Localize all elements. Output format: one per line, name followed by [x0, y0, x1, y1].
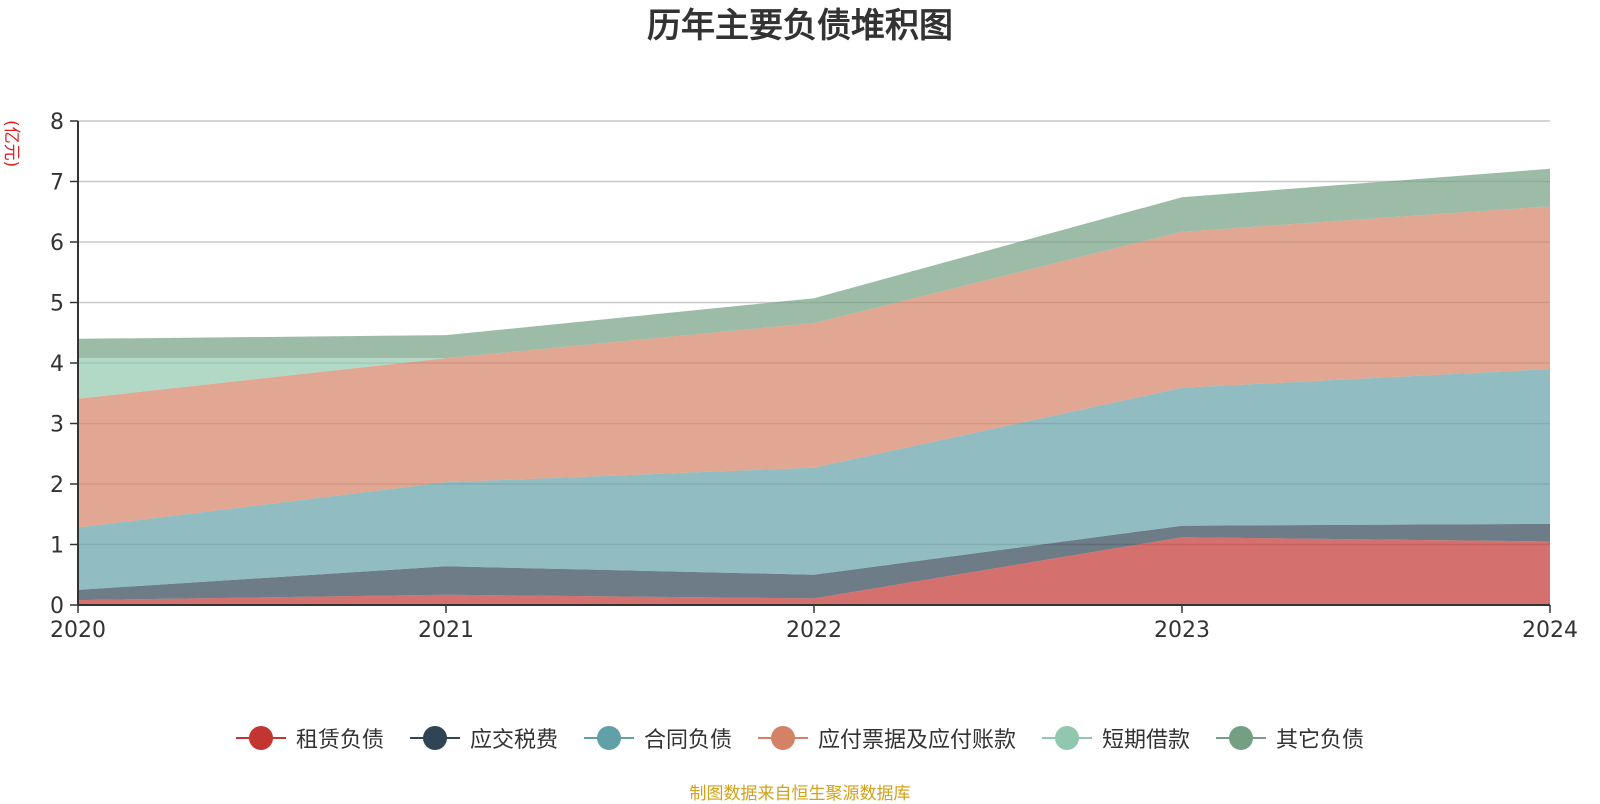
area-series-2[interactable]	[78, 369, 1550, 590]
legend-item-4[interactable]: 短期借款	[1042, 722, 1190, 754]
y-tick-label: 0	[50, 594, 64, 619]
y-tick-label: 2	[50, 473, 64, 498]
legend-marker-icon	[235, 725, 286, 751]
x-tick-label: 2024	[1522, 618, 1578, 643]
y-tick-label: 7	[50, 171, 64, 196]
x-tick-label: 2020	[50, 618, 106, 643]
x-tick-label: 2021	[418, 618, 474, 643]
area-series-5[interactable]	[78, 168, 1550, 359]
x-tick-label: 2023	[1154, 618, 1210, 643]
area-series-0[interactable]	[78, 537, 1550, 605]
y-tick-label: 6	[50, 231, 64, 256]
y-tick-label: 3	[50, 413, 64, 438]
legend-marker-icon	[758, 725, 808, 751]
legend-item-1[interactable]: 应交税费	[409, 722, 558, 754]
legend-label: 其它负债	[1276, 728, 1365, 753]
legend-marker-icon	[1216, 725, 1267, 751]
legend-marker-icon	[1042, 725, 1093, 751]
y-tick-label: 1	[50, 534, 64, 559]
y-tick-label: 8	[50, 110, 64, 135]
area-series-4[interactable]	[78, 206, 1550, 399]
legend-item-2[interactable]: 合同负债	[583, 722, 732, 754]
y-tick-label: 5	[50, 292, 64, 317]
legend-item-0[interactable]: 租赁负债	[235, 722, 384, 754]
legend-item-3[interactable]: 应付票据及应付账款	[758, 722, 1016, 754]
area-series-1[interactable]	[78, 523, 1550, 601]
source-note: 制图数据来自恒生聚源数据库	[689, 784, 911, 804]
area-series-layer	[78, 168, 1550, 605]
chart-title: 历年主要负债堆积图	[647, 6, 953, 46]
legend-marker-icon	[583, 725, 634, 751]
x-tick-label: 2022	[786, 618, 842, 643]
axes: 0 1 2 3 4 5 6 7 8 2020 2021 2022 2023 2024	[50, 110, 1578, 643]
legend-label: 应付票据及应付账款	[818, 728, 1017, 753]
legend-label: 合同负债	[643, 728, 732, 753]
y-tick-label: 4	[50, 352, 64, 377]
legend-label: 应交税费	[469, 728, 558, 753]
legend-item-5[interactable]: 其它负债	[1216, 722, 1364, 754]
area-series-3[interactable]	[78, 206, 1550, 528]
legend-label: 短期借款	[1102, 728, 1191, 753]
legend-label: 租赁负债	[295, 728, 384, 753]
legend: 租赁负债 应交税费 合同负债 应付票据及应付账款 短期借款 其它负债	[0, 722, 1600, 754]
legend-marker-icon	[409, 725, 460, 751]
